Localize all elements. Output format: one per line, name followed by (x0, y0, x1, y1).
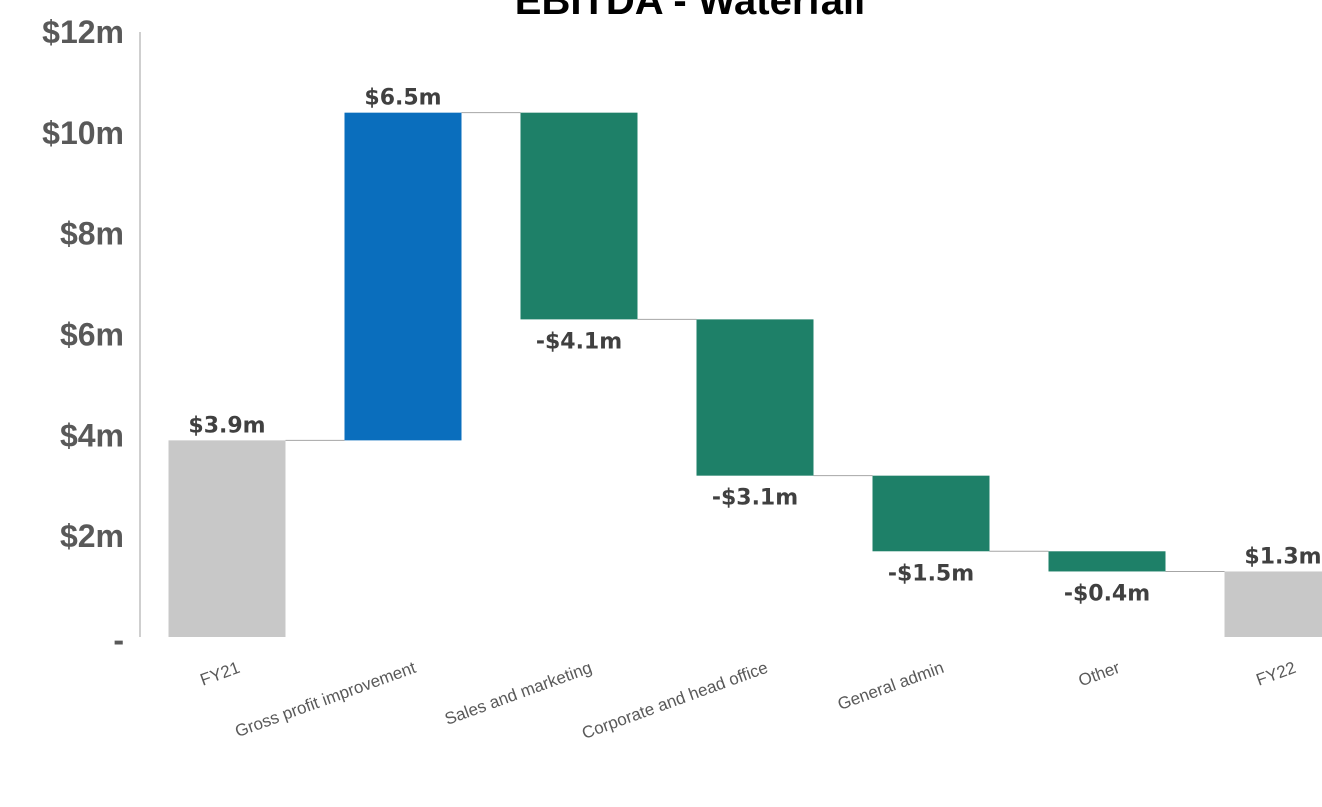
y-tick-label: $2m (60, 518, 124, 554)
bar-general-admin (872, 475, 990, 552)
connector-lines (285, 112, 1225, 572)
x-tick-label: General admin (835, 658, 946, 714)
data-label: -$3.1m (712, 486, 798, 511)
x-tick-label: Gross profit improvement (233, 658, 419, 741)
x-tick-label: FY22 (1254, 658, 1299, 690)
bar-gross-profit-improvement (344, 112, 462, 441)
bar-other (1048, 551, 1166, 572)
y-tick-label: - (113, 622, 124, 658)
x-tick-label: Corporate and head office (579, 658, 770, 743)
bar-fy22 (1224, 571, 1322, 637)
bar-fy21 (168, 440, 286, 637)
x-tick-label: Other (1076, 658, 1123, 691)
y-tick-label: $4m (60, 417, 124, 453)
data-labels: $3.9m $6.5m -$4.1m -$3.1m -$1.5m -$0.4m $1.3m (188, 86, 1321, 607)
x-tick-label: Sales and marketing (442, 658, 594, 729)
data-label: -$0.4m (1064, 581, 1150, 606)
y-tick-label: $10m (42, 115, 124, 151)
x-tick-label: FY21 (198, 658, 243, 690)
chart-title: EBITDA - Waterfall (515, 0, 865, 23)
data-label: -$1.5m (888, 561, 974, 586)
bar-corporate-and-head-office (696, 319, 814, 476)
data-label: $3.9m (188, 413, 265, 438)
data-label: $1.3m (1244, 544, 1321, 569)
y-tick-label: $6m (60, 317, 124, 353)
y-axis-ticks: - $2m $4m $6m $8m $10m $12m (42, 14, 124, 658)
bar-sales-and-marketing (520, 112, 638, 320)
y-tick-label: $8m (60, 216, 124, 252)
data-label: -$4.1m (536, 329, 622, 354)
bars (168, 112, 1322, 637)
data-label: $6.5m (364, 86, 441, 111)
y-tick-label: $12m (42, 14, 124, 50)
